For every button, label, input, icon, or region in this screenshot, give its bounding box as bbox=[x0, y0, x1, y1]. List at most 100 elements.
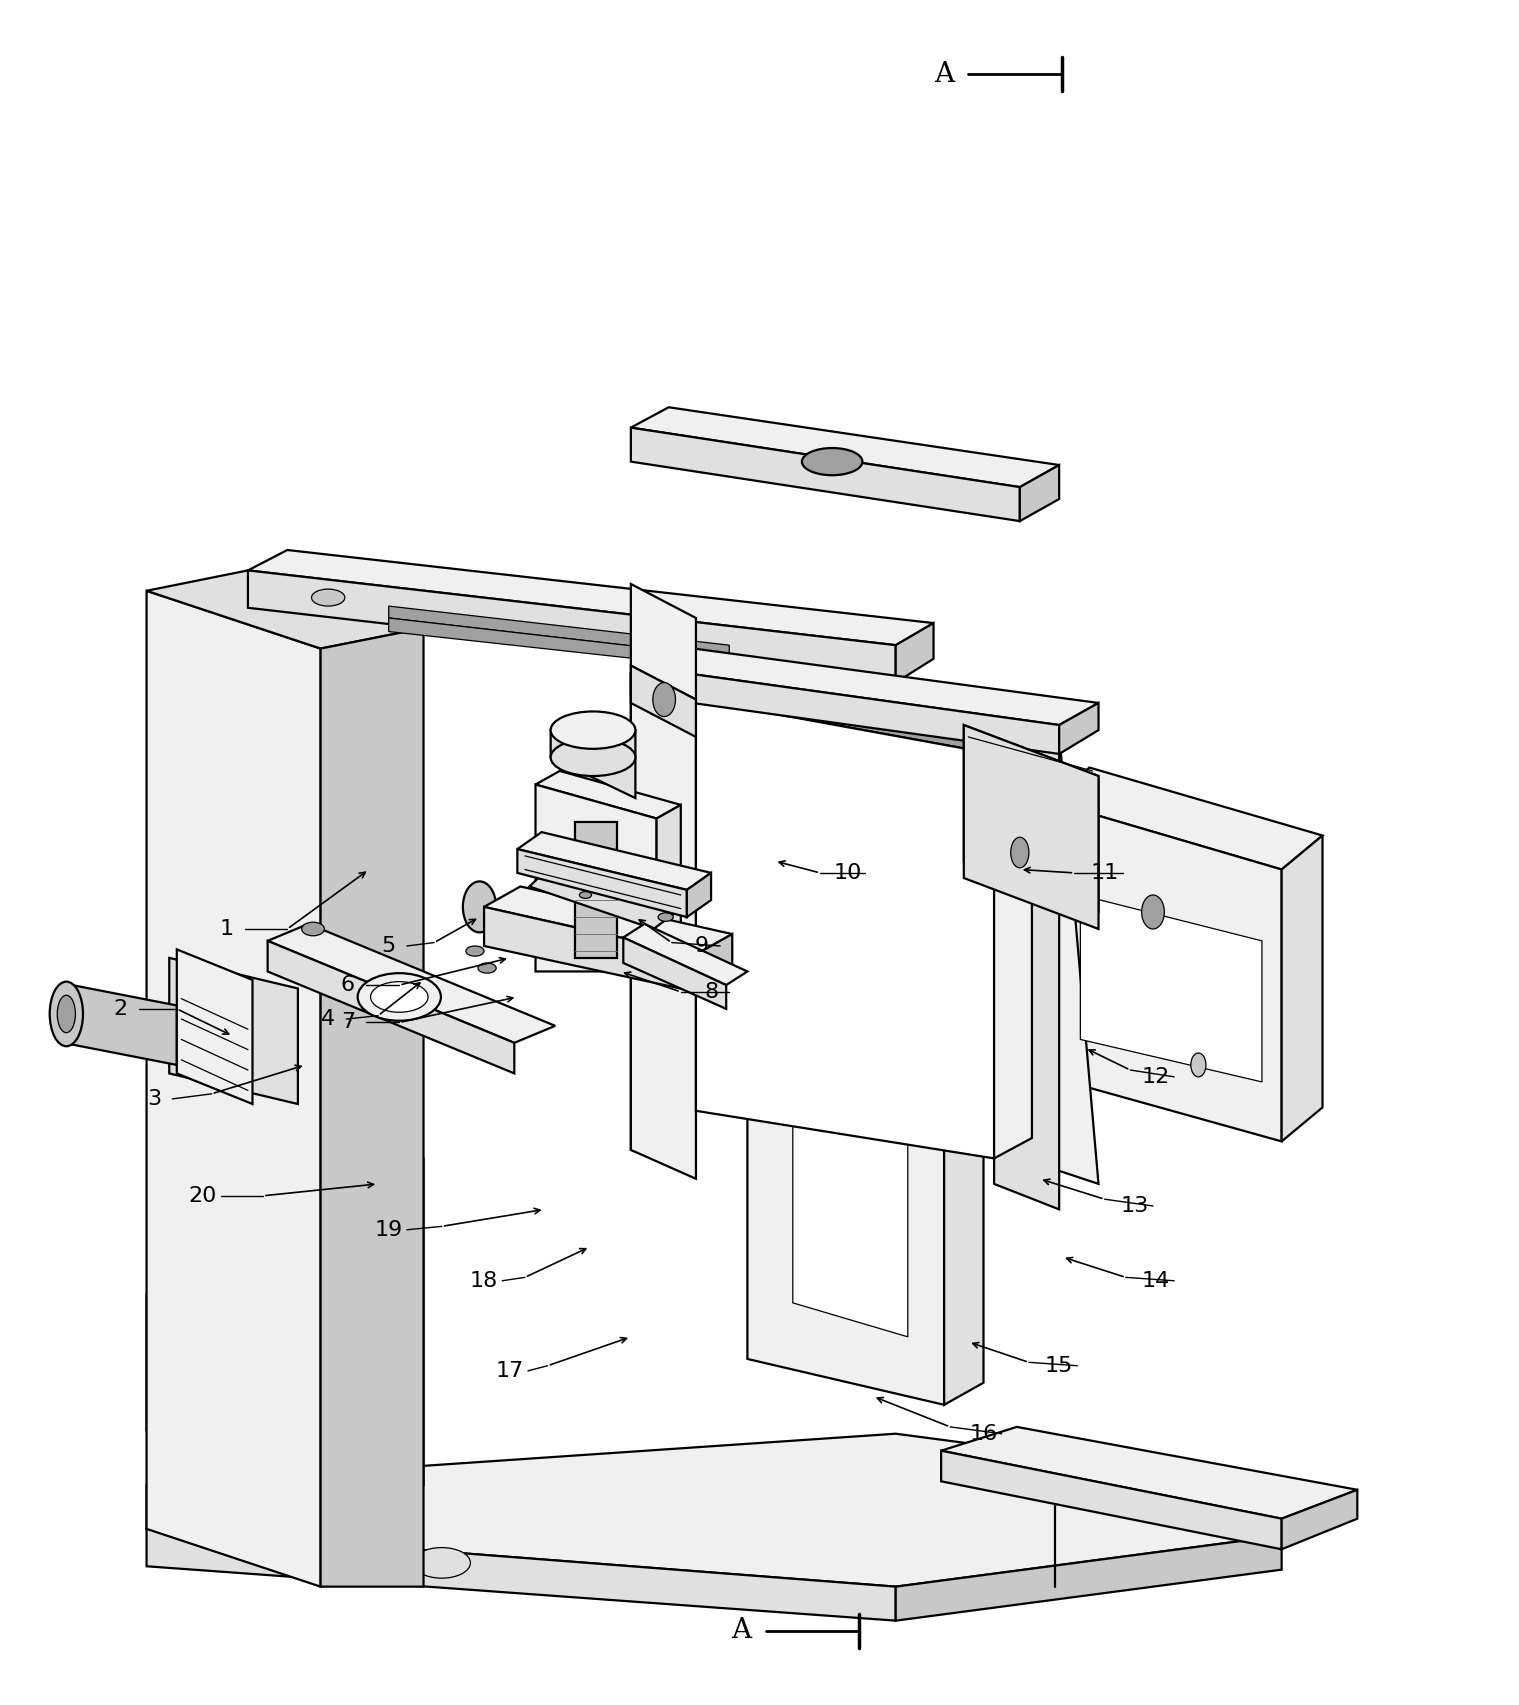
Text: 10: 10 bbox=[832, 863, 861, 883]
Polygon shape bbox=[687, 873, 711, 917]
Polygon shape bbox=[267, 941, 515, 1074]
Polygon shape bbox=[630, 651, 1098, 733]
Text: 5: 5 bbox=[381, 936, 396, 957]
Polygon shape bbox=[993, 733, 1031, 1158]
Polygon shape bbox=[485, 887, 732, 955]
Polygon shape bbox=[169, 958, 298, 1105]
Ellipse shape bbox=[413, 1548, 471, 1579]
Polygon shape bbox=[630, 407, 1059, 488]
Polygon shape bbox=[630, 585, 696, 699]
Polygon shape bbox=[1080, 895, 1262, 1083]
Polygon shape bbox=[1282, 835, 1323, 1141]
Polygon shape bbox=[942, 1451, 1282, 1550]
Polygon shape bbox=[321, 627, 424, 1587]
Polygon shape bbox=[518, 849, 687, 917]
Text: A: A bbox=[731, 1618, 752, 1644]
Polygon shape bbox=[793, 992, 908, 1337]
Ellipse shape bbox=[311, 590, 345, 605]
Ellipse shape bbox=[653, 682, 676, 716]
Polygon shape bbox=[1019, 465, 1059, 522]
Text: 14: 14 bbox=[1142, 1270, 1170, 1291]
Polygon shape bbox=[146, 1434, 1282, 1587]
Text: A: A bbox=[934, 61, 954, 87]
Polygon shape bbox=[656, 805, 681, 955]
Ellipse shape bbox=[1142, 895, 1165, 929]
Polygon shape bbox=[696, 699, 993, 1158]
Polygon shape bbox=[630, 644, 1098, 725]
Ellipse shape bbox=[802, 448, 863, 476]
Polygon shape bbox=[630, 665, 1059, 754]
Polygon shape bbox=[623, 938, 726, 1009]
Text: 15: 15 bbox=[1045, 1355, 1074, 1376]
Text: 1: 1 bbox=[220, 919, 234, 939]
Polygon shape bbox=[696, 934, 732, 992]
Text: 4: 4 bbox=[321, 1009, 336, 1030]
Polygon shape bbox=[993, 708, 1059, 1209]
Polygon shape bbox=[536, 771, 681, 818]
Polygon shape bbox=[146, 1294, 248, 1430]
Ellipse shape bbox=[58, 996, 76, 1033]
Polygon shape bbox=[530, 866, 676, 929]
Polygon shape bbox=[993, 708, 1098, 1183]
Ellipse shape bbox=[1010, 837, 1028, 868]
Polygon shape bbox=[146, 571, 424, 648]
Polygon shape bbox=[965, 725, 1098, 912]
Polygon shape bbox=[630, 673, 696, 1175]
Polygon shape bbox=[1059, 702, 1098, 754]
Ellipse shape bbox=[643, 946, 665, 980]
Polygon shape bbox=[248, 571, 896, 682]
Ellipse shape bbox=[302, 922, 325, 936]
Polygon shape bbox=[630, 665, 696, 737]
Text: 18: 18 bbox=[469, 1270, 498, 1291]
Text: 7: 7 bbox=[340, 1013, 355, 1033]
Polygon shape bbox=[551, 730, 635, 798]
Polygon shape bbox=[965, 725, 1098, 929]
Polygon shape bbox=[896, 1536, 1282, 1621]
Polygon shape bbox=[574, 822, 617, 958]
Polygon shape bbox=[1054, 1485, 1282, 1536]
Polygon shape bbox=[1282, 1490, 1358, 1550]
Ellipse shape bbox=[1191, 1054, 1206, 1078]
Polygon shape bbox=[485, 907, 696, 992]
Polygon shape bbox=[64, 984, 176, 1066]
Polygon shape bbox=[389, 605, 729, 656]
Text: 13: 13 bbox=[1121, 1195, 1148, 1216]
Polygon shape bbox=[389, 617, 729, 668]
Text: 17: 17 bbox=[495, 1361, 524, 1381]
Polygon shape bbox=[623, 924, 747, 985]
Polygon shape bbox=[630, 428, 1019, 522]
Ellipse shape bbox=[551, 711, 635, 748]
Text: 12: 12 bbox=[1142, 1067, 1170, 1086]
Ellipse shape bbox=[579, 892, 591, 899]
Polygon shape bbox=[747, 904, 945, 1405]
Text: 16: 16 bbox=[969, 1424, 998, 1444]
Text: 19: 19 bbox=[375, 1219, 403, 1240]
Polygon shape bbox=[536, 784, 656, 972]
Polygon shape bbox=[146, 1091, 424, 1485]
Polygon shape bbox=[176, 950, 252, 1105]
Ellipse shape bbox=[357, 974, 441, 1021]
Polygon shape bbox=[248, 551, 934, 644]
Polygon shape bbox=[942, 1427, 1358, 1519]
Polygon shape bbox=[1050, 767, 1323, 870]
Text: 8: 8 bbox=[703, 982, 718, 1003]
Ellipse shape bbox=[466, 946, 485, 957]
Ellipse shape bbox=[551, 738, 635, 776]
Polygon shape bbox=[146, 1529, 896, 1621]
Text: 11: 11 bbox=[1091, 863, 1118, 883]
Polygon shape bbox=[1050, 801, 1282, 1141]
Ellipse shape bbox=[371, 982, 428, 1013]
Ellipse shape bbox=[463, 881, 497, 933]
Ellipse shape bbox=[50, 982, 84, 1047]
Text: 20: 20 bbox=[188, 1185, 217, 1205]
Polygon shape bbox=[945, 934, 983, 1405]
Polygon shape bbox=[747, 883, 983, 955]
Polygon shape bbox=[267, 924, 554, 1043]
Ellipse shape bbox=[658, 912, 673, 921]
Text: 6: 6 bbox=[340, 975, 355, 996]
Polygon shape bbox=[896, 622, 934, 682]
Text: 2: 2 bbox=[114, 999, 128, 1020]
Ellipse shape bbox=[478, 963, 497, 974]
Polygon shape bbox=[696, 679, 1031, 754]
Text: 3: 3 bbox=[147, 1089, 161, 1108]
